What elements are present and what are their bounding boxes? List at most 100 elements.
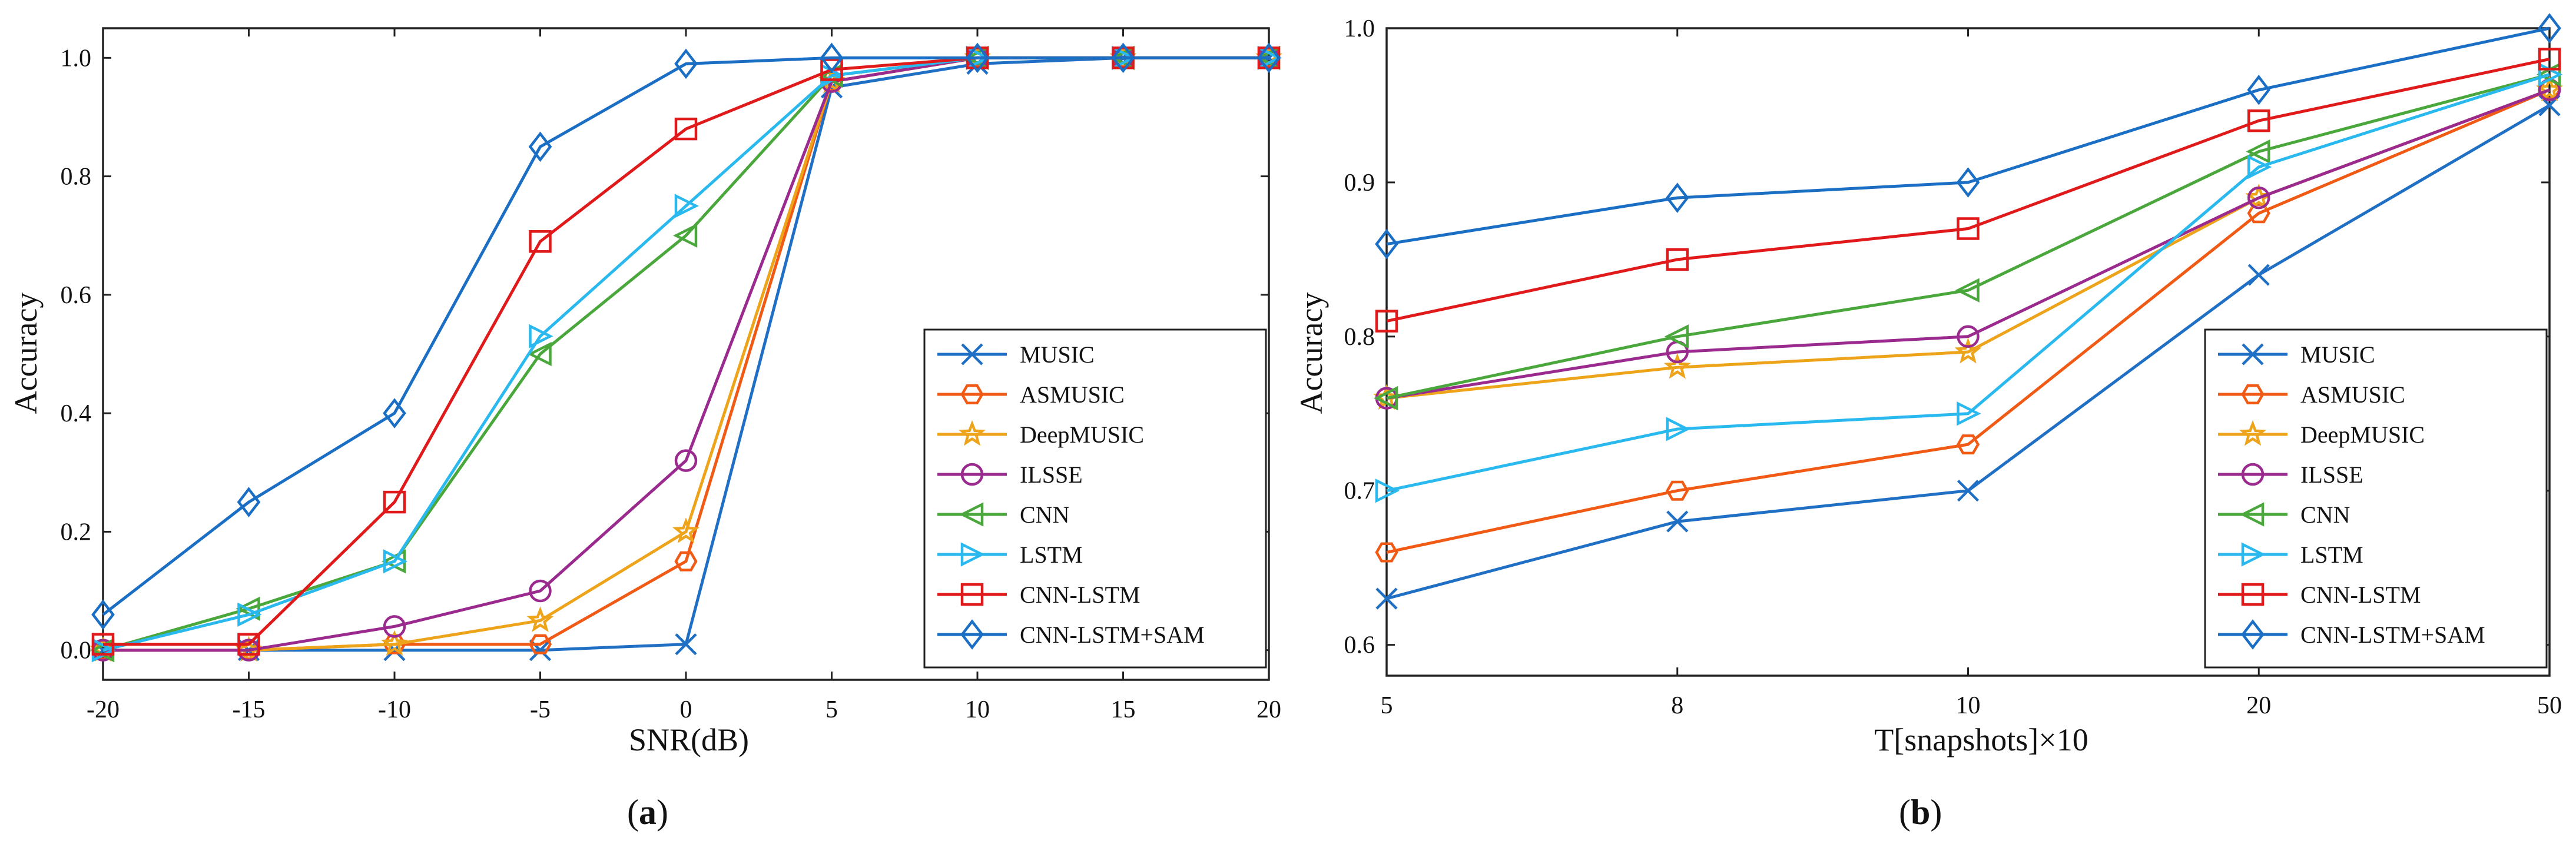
data-point-cnn-lstm — [1375, 310, 1398, 333]
legend-label-cnn-lstm: CNN-LSTM — [2300, 581, 2421, 608]
x-tick-label: 8 — [1671, 692, 1683, 719]
series-line-ilsse — [1386, 88, 2550, 400]
data-point-music — [2247, 264, 2270, 286]
y-tick-label: 0.7 — [1344, 478, 1375, 505]
data-point-asmusic — [674, 551, 698, 571]
legend-label-deepmusic: DeepMUSIC — [1020, 421, 1144, 448]
data-point-cnn-lstm-sam — [528, 131, 552, 162]
data-point-cnn-lstm-sam — [91, 599, 115, 630]
panel-a-x-axis-label: SNR(dB) — [629, 722, 749, 757]
panel-a-y-axis-label: Accuracy — [8, 293, 44, 414]
data-point-music — [675, 633, 697, 656]
legend-marker-cnn-lstm-sam — [960, 619, 984, 650]
panel-b-series — [1373, 13, 2563, 610]
legend-item-lstm: LSTM — [2218, 541, 2363, 568]
legend-label-cnn: CNN — [1020, 501, 1069, 528]
panel-a-series — [89, 42, 1282, 663]
data-point-cnn-lstm — [2247, 109, 2270, 132]
legend-item-cnn: CNN — [937, 501, 1069, 528]
data-point-deepmusic — [672, 517, 699, 543]
panel-a-caption-letter: a — [639, 793, 657, 832]
data-point-lstm — [674, 194, 699, 218]
x-tick-label: 10 — [1956, 692, 1981, 719]
legend-label-cnn-lstm-sam: CNN-LSTM+SAM — [2300, 622, 2485, 648]
data-point-deepmusic — [1663, 353, 1691, 379]
panel-b-chart: 5 8 10 20 50 0.6 0.7 0.8 0.9 1.0 MUSIC ASMUSIC Deep… — [1294, 13, 2563, 832]
x-tick-label: 10 — [965, 696, 990, 723]
data-point-asmusic — [528, 634, 552, 654]
x-tick-label: -5 — [530, 696, 551, 723]
data-point-cnn-lstm-sam — [1257, 42, 1281, 74]
data-point-ilsse — [1957, 325, 1980, 348]
legend-marker-lstm — [960, 542, 986, 567]
x-tick-label: 5 — [825, 696, 838, 723]
data-point-cnn-lstm — [237, 633, 260, 656]
data-point-deepmusic — [526, 606, 554, 632]
series-cnn-lstm-sam — [91, 42, 1281, 630]
legend-item-cnn-lstm: CNN-LSTM — [937, 581, 1140, 608]
legend-item-asmusic: ASMUSIC — [937, 381, 1125, 408]
panel-b-y-axis-label: Accuracy — [1294, 293, 1329, 414]
legend-box — [2204, 328, 2548, 669]
legend-item-deepmusic: DeepMUSIC — [937, 420, 1144, 448]
panel-a-caption: (a) — [627, 793, 668, 832]
x-tick-label: -10 — [378, 696, 411, 723]
data-point-lstm — [237, 602, 262, 627]
data-point-lstm — [1375, 478, 1400, 503]
legend-label-ilsse: ILSSE — [2300, 461, 2363, 488]
data-point-cnn-lstm-sam — [1665, 182, 1689, 213]
panel-b-ticks: 5 8 10 20 50 0.6 0.7 0.8 0.9 1.0 — [1344, 15, 2562, 719]
legend-item-cnn-lstm-sam: CNN-LSTM+SAM — [2218, 619, 2485, 650]
legend-label-lstm: LSTM — [1020, 541, 1083, 568]
panel-a-legend: MUSIC ASMUSIC DeepMUSIC ILSSE CNN LSTM CNN-LST… — [923, 328, 1267, 669]
data-point-cnn-lstm — [1957, 217, 1980, 240]
legend-label-lstm: LSTM — [2300, 541, 2363, 568]
panel-b-x-axis-label: T[snapshots]×10 — [1874, 722, 2088, 757]
legend-label-ilsse: ILSSE — [1020, 461, 1083, 488]
legend-item-cnn: CNN — [2218, 501, 2350, 528]
data-point-lstm — [529, 324, 553, 348]
panel-b-caption: (b) — [1899, 793, 1942, 832]
y-tick-label: 0.4 — [61, 400, 92, 427]
panel-b-legend: MUSIC ASMUSIC DeepMUSIC ILSSE CNN LSTM CNN-LST… — [2204, 328, 2548, 669]
data-point-cnn-lstm — [91, 633, 115, 656]
data-point-cnn-lstm — [2538, 48, 2561, 71]
series-cnn-lstm-sam — [1375, 13, 2561, 260]
x-tick-label: 5 — [1381, 692, 1393, 719]
legend-item-music: MUSIC — [937, 341, 1095, 368]
y-tick-label: 0.9 — [1344, 170, 1375, 197]
legend-marker-deepmusic — [2239, 420, 2266, 446]
x-tick-label: -20 — [87, 696, 120, 723]
data-point-cnn-lstm — [1666, 248, 1689, 271]
series-line-cnn-lstm-sam — [102, 56, 1269, 616]
legend-item-asmusic: ASMUSIC — [2218, 381, 2405, 408]
x-tick-label: 20 — [2246, 692, 2271, 719]
legend-label-asmusic: ASMUSIC — [2300, 381, 2405, 408]
data-point-lstm — [1666, 417, 1690, 441]
legend-label-asmusic: ASMUSIC — [1020, 381, 1125, 408]
data-point-ilsse — [674, 449, 698, 472]
data-point-music — [1957, 480, 1980, 502]
legend-marker-ilsse — [960, 463, 984, 486]
legend-box — [923, 328, 1267, 669]
legend-marker-cnn-lstm — [960, 583, 984, 606]
panel-b-caption-letter: b — [1911, 793, 1930, 832]
data-point-ilsse — [2247, 186, 2270, 210]
data-point-asmusic — [1956, 434, 1980, 455]
data-point-cnn — [672, 223, 698, 248]
data-point-lstm — [1957, 401, 1981, 426]
legend-label-cnn: CNN — [2300, 501, 2350, 528]
legend-marker-cnn — [2239, 502, 2265, 527]
panel-a-chart: -20 -15 -10 -5 0 5 10 15 20 0.0 0.2 0.4 0.6 0.8 1.0 MU… — [8, 27, 1282, 832]
x-tick-label: 0 — [680, 696, 692, 723]
y-tick-label: 0.8 — [61, 164, 92, 191]
legend-item-music: MUSIC — [2218, 341, 2375, 368]
data-point-cnn-lstm-sam — [2247, 74, 2271, 105]
x-tick-label: 50 — [2537, 692, 2562, 719]
x-tick-label: 15 — [1111, 696, 1136, 723]
legend-marker-asmusic — [2241, 384, 2265, 404]
data-point-cnn-lstm-sam — [966, 42, 989, 74]
data-point-cnn-lstm-sam — [674, 48, 698, 79]
legend-marker-asmusic — [960, 384, 984, 404]
